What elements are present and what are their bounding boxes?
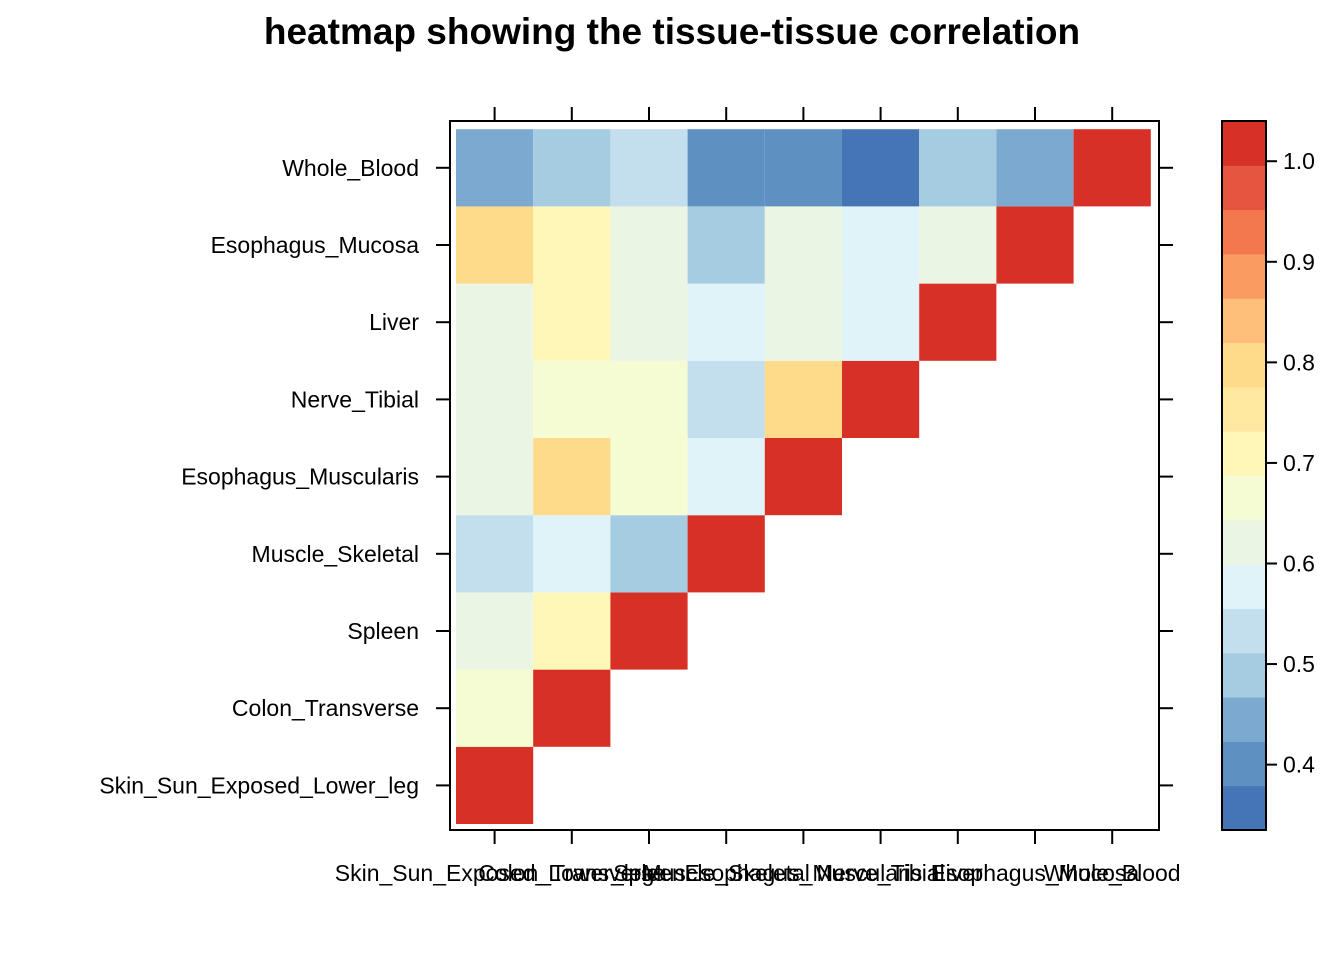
heatmap-cell [687, 515, 765, 593]
heatmap-cell [456, 360, 534, 438]
x-tick-label: Whole_Blood [1044, 860, 1181, 886]
color-key-bin [1222, 342, 1266, 388]
color-key-tick-label: 0.7 [1283, 450, 1315, 476]
heatmap-cell [919, 206, 997, 284]
color-key-bin [1222, 741, 1266, 787]
heatmap-cell [996, 206, 1074, 284]
x-tick-label: Esophagus_Muscularis [685, 860, 923, 886]
x-tick-label: Esophagus_Mucosa [931, 860, 1140, 886]
heatmap-cell [456, 669, 534, 747]
x-tick-label: Muscle_Skeletal [642, 860, 809, 886]
heatmap-cell [533, 438, 611, 516]
color-key-tick-label: 0.8 [1283, 349, 1315, 375]
heatmap-cells [456, 129, 1151, 824]
y-tick-label: Colon_Transverse [232, 695, 419, 721]
heatmap-cell [610, 438, 688, 516]
heatmap-cell [456, 206, 534, 284]
heatmap-cell [610, 206, 688, 284]
heatmap-cell [533, 669, 611, 747]
heatmap-cell [764, 360, 842, 438]
color-key-bin [1222, 475, 1266, 521]
color-key-bin [1222, 697, 1266, 742]
heatmap-cell [610, 515, 688, 593]
color-key-bin [1222, 209, 1266, 255]
heatmap-cell [533, 360, 611, 438]
heatmap-cell [456, 592, 534, 670]
heatmap-cell [533, 283, 611, 361]
heatmap-cell [764, 438, 842, 516]
heatmap-cell [687, 360, 765, 438]
heatmap-cell [764, 283, 842, 361]
x-tick-label: Colon_Transverse [478, 860, 665, 886]
y-tick-label: Skin_Sun_Exposed_Lower_leg [99, 772, 419, 798]
color-key-bin [1222, 165, 1266, 211]
heatmap-cell [533, 515, 611, 593]
heatmap-cell [996, 129, 1074, 207]
x-tick-label: Spleen [613, 860, 685, 886]
heatmap-cell [533, 206, 611, 284]
color-key-tick-label: 0.9 [1283, 249, 1315, 275]
y-tick-label: Esophagus_Muscularis [181, 464, 419, 490]
color-key-bin [1222, 253, 1266, 299]
heatmap-cell [764, 129, 842, 207]
y-tick-label: Spleen [347, 618, 419, 644]
heatmap-cell [919, 283, 997, 361]
heatmap-cell [687, 206, 765, 284]
color-key-bin [1222, 519, 1266, 565]
y-tick-label: Nerve_Tibial [291, 386, 419, 412]
heatmap-axes: Skin_Sun_Exposed_Lower_legColon_Transver… [99, 107, 1181, 886]
y-tick-label: Whole_Blood [282, 155, 419, 181]
color-key-bin [1222, 121, 1266, 166]
y-tick-label: Muscle_Skeletal [252, 541, 419, 567]
color-key-bin [1222, 564, 1266, 609]
heatmap-cell [456, 515, 534, 593]
heatmap-cell [842, 283, 920, 361]
x-tick-label: Nerve_Tibial [816, 860, 944, 886]
heatmap-cell [456, 129, 534, 207]
heatmap-cell [456, 283, 534, 361]
x-tick-label: Skin_Sun_Exposed_Lower_leg [335, 860, 655, 886]
heatmap-cell [610, 283, 688, 361]
heatmap-cell [533, 129, 611, 207]
heatmap-cell [533, 592, 611, 670]
color-key-tick-label: 0.4 [1283, 752, 1315, 778]
heatmap-cell [610, 592, 688, 670]
color-key-bin [1222, 652, 1266, 698]
color-key-bin [1222, 298, 1266, 344]
heatmap-cell [610, 129, 688, 207]
color-key-frame [1221, 120, 1267, 831]
chart-title: heatmap showing the tissue-tissue correl… [264, 11, 1080, 52]
heatmap-cell [687, 283, 765, 361]
color-key-tick-label: 0.6 [1283, 550, 1315, 576]
plot-frame [449, 120, 1160, 831]
color-key-tick-label: 1.0 [1283, 148, 1315, 174]
color-key-tick-label: 0.5 [1283, 651, 1315, 677]
heatmap-cell [1073, 129, 1151, 207]
heatmap-cell [456, 438, 534, 516]
heatmap-cell [610, 360, 688, 438]
color-key: 0.4 0.5 0.6 0.7 0.8 0.9 1.0 [1221, 120, 1315, 831]
heatmap-cell [842, 129, 920, 207]
color-key-bin [1222, 608, 1266, 654]
y-tick-label: Esophagus_Mucosa [211, 232, 420, 258]
heatmap-cell [456, 746, 534, 824]
y-tick-label: Liver [369, 309, 419, 335]
x-tick-label: Liver [933, 860, 983, 886]
heatmap-cell [842, 360, 920, 438]
heatmap-cell [919, 129, 997, 207]
color-key-bin [1222, 431, 1266, 476]
heatmap-cell [687, 129, 765, 207]
color-key-bin [1222, 785, 1266, 831]
heatmap-cell [687, 438, 765, 516]
color-key-bin [1222, 386, 1266, 432]
heatmap-cell [764, 206, 842, 284]
heatmap-cell [842, 206, 920, 284]
